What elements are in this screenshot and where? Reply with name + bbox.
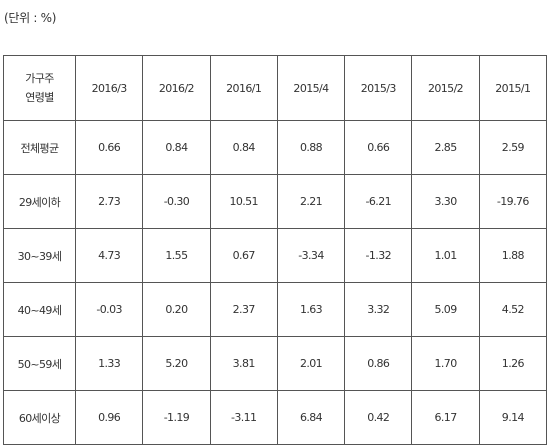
- header-cell: 2015/3: [344, 55, 413, 121]
- value-cell: 1.88: [478, 228, 548, 283]
- header-cell: 2015/2: [411, 55, 480, 121]
- value-cell: 0.96: [74, 390, 144, 445]
- value-cell: -0.30: [142, 174, 211, 229]
- value-cell: -6.21: [344, 174, 413, 229]
- table-row: 60세이상 0.96 -1.19 -3.11 6.84 0.42 6.17 9.14: [3, 390, 548, 445]
- value-cell: 3.81: [209, 336, 278, 391]
- table-header: 가구주 연령별 2016/3 2016/2 2016/1 2015/4 2015/3 2015…: [3, 55, 548, 121]
- value-cell: 0.66: [74, 120, 144, 175]
- value-cell: 1.26: [478, 336, 548, 391]
- value-cell: 0.84: [142, 120, 211, 175]
- value-cell: 1.70: [411, 336, 480, 391]
- value-cell: 0.84: [209, 120, 278, 175]
- header-line: 연령별: [25, 91, 54, 104]
- value-cell: 2.59: [478, 120, 548, 175]
- row-label: 전체평균: [3, 120, 76, 175]
- value-cell: 2.01: [276, 336, 346, 391]
- row-label: 40~49세: [3, 282, 76, 337]
- row-label: 50~59세: [3, 336, 76, 391]
- table-row: 30~39세 4.73 1.55 0.67 -3.34 -1.32 1.01 1.88: [3, 228, 548, 283]
- value-cell: 0.67: [209, 228, 278, 283]
- value-cell: 3.32: [344, 282, 413, 337]
- value-cell: -1.32: [344, 228, 413, 283]
- value-cell: 0.86: [344, 336, 413, 391]
- table-row: 29세이하 2.73 -0.30 10.51 2.21 -6.21 3.30 -19.76: [3, 174, 548, 229]
- value-cell: 0.66: [344, 120, 413, 175]
- header-cell: 2016/2: [142, 55, 211, 121]
- value-cell: 1.63: [276, 282, 346, 337]
- value-cell: 0.20: [142, 282, 211, 337]
- header-cell: 2015/4: [276, 55, 346, 121]
- row-label: 29세이하: [3, 174, 76, 229]
- row-label: 30~39세: [3, 228, 76, 283]
- table-body: 전체평균 0.66 0.84 0.84 0.88 0.66 2.85 2.59 29세이하 2.7…: [3, 120, 548, 445]
- value-cell: -0.03: [74, 282, 144, 337]
- header-row: 가구주 연령별 2016/3 2016/2 2016/1 2015/4 2015/3 2015…: [3, 55, 548, 121]
- value-cell: 5.20: [142, 336, 211, 391]
- table-row: 전체평균 0.66 0.84 0.84 0.88 0.66 2.85 2.59: [3, 120, 548, 175]
- value-cell: 6.84: [276, 390, 346, 445]
- value-cell: 2.37: [209, 282, 278, 337]
- value-cell: 9.14: [478, 390, 548, 445]
- header-cell: 2016/1: [209, 55, 278, 121]
- value-cell: 1.01: [411, 228, 480, 283]
- value-cell: 4.73: [74, 228, 144, 283]
- data-table: 가구주 연령별 2016/3 2016/2 2016/1 2015/4 2015/3 2015…: [3, 55, 548, 445]
- value-cell: 10.51: [209, 174, 278, 229]
- value-cell: 3.30: [411, 174, 480, 229]
- unit-note: (단위 : %): [4, 11, 57, 25]
- value-cell: 2.73: [74, 174, 144, 229]
- value-cell: 2.85: [411, 120, 480, 175]
- value-cell: -3.34: [276, 228, 346, 283]
- value-cell: 0.88: [276, 120, 346, 175]
- header-cell: 2015/1: [478, 55, 548, 121]
- row-label: 60세이상: [3, 390, 76, 445]
- value-cell: 1.55: [142, 228, 211, 283]
- header-line: 가구주: [25, 72, 54, 85]
- value-cell: 0.42: [344, 390, 413, 445]
- table-row: 50~59세 1.33 5.20 3.81 2.01 0.86 1.70 1.26: [3, 336, 548, 391]
- value-cell: 6.17: [411, 390, 480, 445]
- value-cell: 5.09: [411, 282, 480, 337]
- table-row: 40~49세 -0.03 0.20 2.37 1.63 3.32 5.09 4.52: [3, 282, 548, 337]
- value-cell: -1.19: [142, 390, 211, 445]
- value-cell: 4.52: [478, 282, 548, 337]
- value-cell: -19.76: [478, 174, 548, 229]
- value-cell: 2.21: [276, 174, 346, 229]
- value-cell: 1.33: [74, 336, 144, 391]
- value-cell: -3.11: [209, 390, 278, 445]
- header-cell: 2016/3: [74, 55, 144, 121]
